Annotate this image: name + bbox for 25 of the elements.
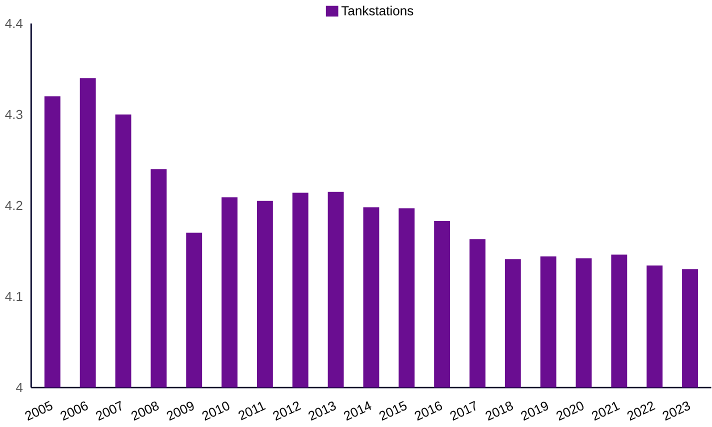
x-tick-label: 2014	[344, 401, 372, 420]
x-tick-label: 2010	[202, 401, 230, 420]
x-tick-label: 2017	[450, 400, 476, 420]
x-tick-label: 2008	[131, 401, 159, 420]
x-tick-label: 2012	[273, 401, 302, 420]
x-tick-label: 2016	[414, 401, 442, 420]
x-tick-label: 2018	[486, 401, 513, 420]
x-tick-label: 2020	[556, 401, 584, 420]
x-tick-label: 2013	[308, 401, 336, 420]
x-tick-label: 2019	[521, 401, 548, 420]
y-tick-label: 4	[16, 382, 23, 392]
x-tick-label: 2006	[60, 401, 88, 420]
y-tick-label: 4.2	[5, 200, 22, 210]
y-tick-label: 4.3	[5, 110, 22, 119]
y-tick-label: 4.4	[5, 18, 23, 28]
x-tick-label: 2021	[592, 402, 620, 420]
y-tick-label: 4.1	[5, 292, 22, 301]
legend-label: Tankstations	[341, 6, 414, 16]
x-tick-label: 2022	[627, 401, 656, 420]
x-tick-label: 2007	[96, 400, 122, 420]
x-tick-label: 2015	[379, 400, 407, 420]
x-tick-label: 2023	[662, 401, 690, 420]
x-tick-label: 2009	[166, 401, 194, 420]
x-tick-label: 2011	[238, 402, 266, 420]
x-tick-label: 2005	[25, 400, 52, 420]
